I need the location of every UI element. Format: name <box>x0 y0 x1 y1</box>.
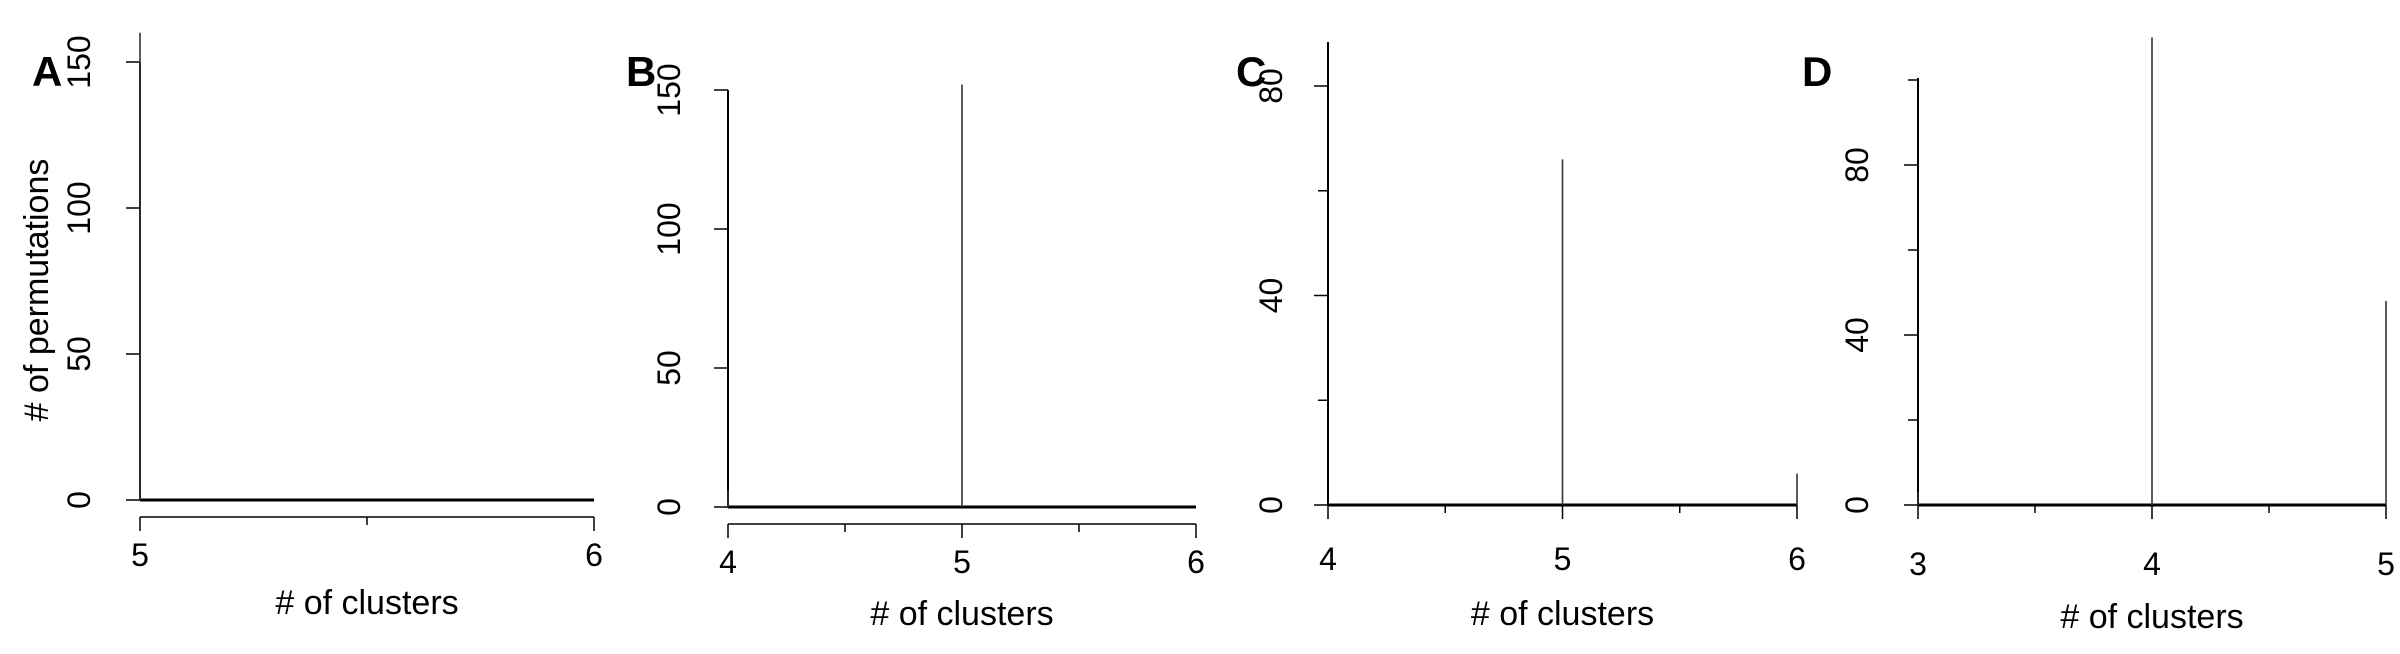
x-tick-label: 6 <box>585 537 603 573</box>
panel-letter: D <box>1802 48 1832 95</box>
y-tick-label: 80 <box>1839 147 1875 183</box>
y-tick-label: 0 <box>651 498 687 516</box>
y-tick-label: 50 <box>651 350 687 386</box>
x-tick-label: 5 <box>2377 546 2395 582</box>
y-tick-label: 150 <box>61 35 97 88</box>
y-tick-label: 40 <box>1253 278 1289 314</box>
x-tick-label: 3 <box>1909 546 1927 582</box>
y-tick-label: 150 <box>651 63 687 116</box>
x-tick-label: 5 <box>131 537 149 573</box>
y-tick-label: 100 <box>651 202 687 255</box>
y-tick-label: 50 <box>61 336 97 372</box>
y-tick-label: 0 <box>1839 496 1875 514</box>
y-tick-label: 40 <box>1839 317 1875 353</box>
panel-letter: C <box>1236 48 1266 95</box>
x-tick-label: 6 <box>1788 541 1806 577</box>
x-tick-label: 6 <box>1187 544 1205 580</box>
x-axis-label: # of clusters <box>275 584 458 622</box>
panel-b: B 0 50 100 150 4 5 6 # of clusters <box>626 48 1205 633</box>
x-tick-label: 4 <box>1319 541 1337 577</box>
panel-c: C 0 40 80 4 5 6 # of clusters <box>1236 42 1806 633</box>
x-axis-label: # of clusters <box>2060 598 2243 636</box>
x-axis-label: # of clusters <box>870 595 1053 633</box>
y-tick-label: 80 <box>1253 68 1289 104</box>
panel-a: A 0 50 100 150 5 6 # of clusters # of permutatio… <box>18 32 603 622</box>
y-tick-label: 0 <box>1253 496 1289 514</box>
y-tick-label: 0 <box>61 491 97 509</box>
x-tick-label: 5 <box>953 544 971 580</box>
y-tick-label: 100 <box>61 181 97 234</box>
x-tick-label: 4 <box>719 544 737 580</box>
panel-d: D 0 40 80 3 4 5 # of clusters <box>1802 37 2395 636</box>
panel-letter: A <box>32 48 62 95</box>
x-tick-label: 4 <box>2143 546 2161 582</box>
x-tick-label: 5 <box>1554 541 1572 577</box>
panel-letter: B <box>626 48 656 95</box>
x-axis-label: # of clusters <box>1471 595 1654 633</box>
y-axis-label: # of permutations <box>18 159 56 422</box>
